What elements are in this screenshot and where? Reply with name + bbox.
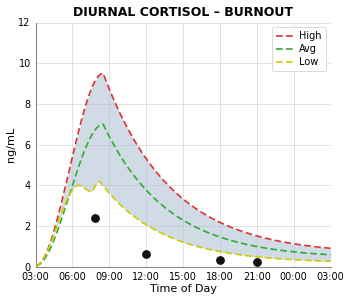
Low	[64, 201, 68, 205]
High	[164, 181, 168, 184]
Low	[164, 233, 168, 237]
Low	[328, 260, 332, 263]
Low	[97, 179, 102, 183]
Avg	[328, 253, 332, 256]
Avg	[236, 241, 240, 244]
Avg	[269, 247, 273, 251]
High	[153, 169, 157, 172]
Avg	[101, 122, 105, 126]
Line: Avg: Avg	[36, 124, 330, 266]
Avg	[64, 205, 68, 208]
High	[101, 72, 105, 75]
High	[236, 228, 240, 232]
High	[64, 183, 68, 187]
Avg	[34, 264, 38, 268]
Point	[217, 257, 223, 262]
High	[264, 236, 268, 240]
Title: DIURNAL CORTISOL – BURNOUT: DIURNAL CORTISOL – BURNOUT	[73, 6, 293, 19]
Point	[254, 259, 260, 264]
Low	[264, 256, 268, 260]
Avg	[153, 197, 157, 201]
X-axis label: Time of Day: Time of Day	[149, 284, 217, 294]
Point	[144, 251, 149, 256]
Low	[269, 256, 273, 260]
Line: Low: Low	[36, 181, 330, 266]
Legend: High, Avg, Low: High, Avg, Low	[272, 27, 326, 71]
Line: High: High	[36, 74, 330, 266]
Low	[236, 253, 240, 256]
Point	[92, 215, 97, 220]
Y-axis label: ng/mL: ng/mL	[6, 127, 15, 162]
High	[269, 238, 273, 241]
Avg	[264, 246, 268, 250]
High	[328, 247, 332, 250]
Low	[34, 264, 38, 268]
Avg	[164, 206, 168, 210]
High	[34, 264, 38, 268]
Low	[153, 228, 157, 232]
